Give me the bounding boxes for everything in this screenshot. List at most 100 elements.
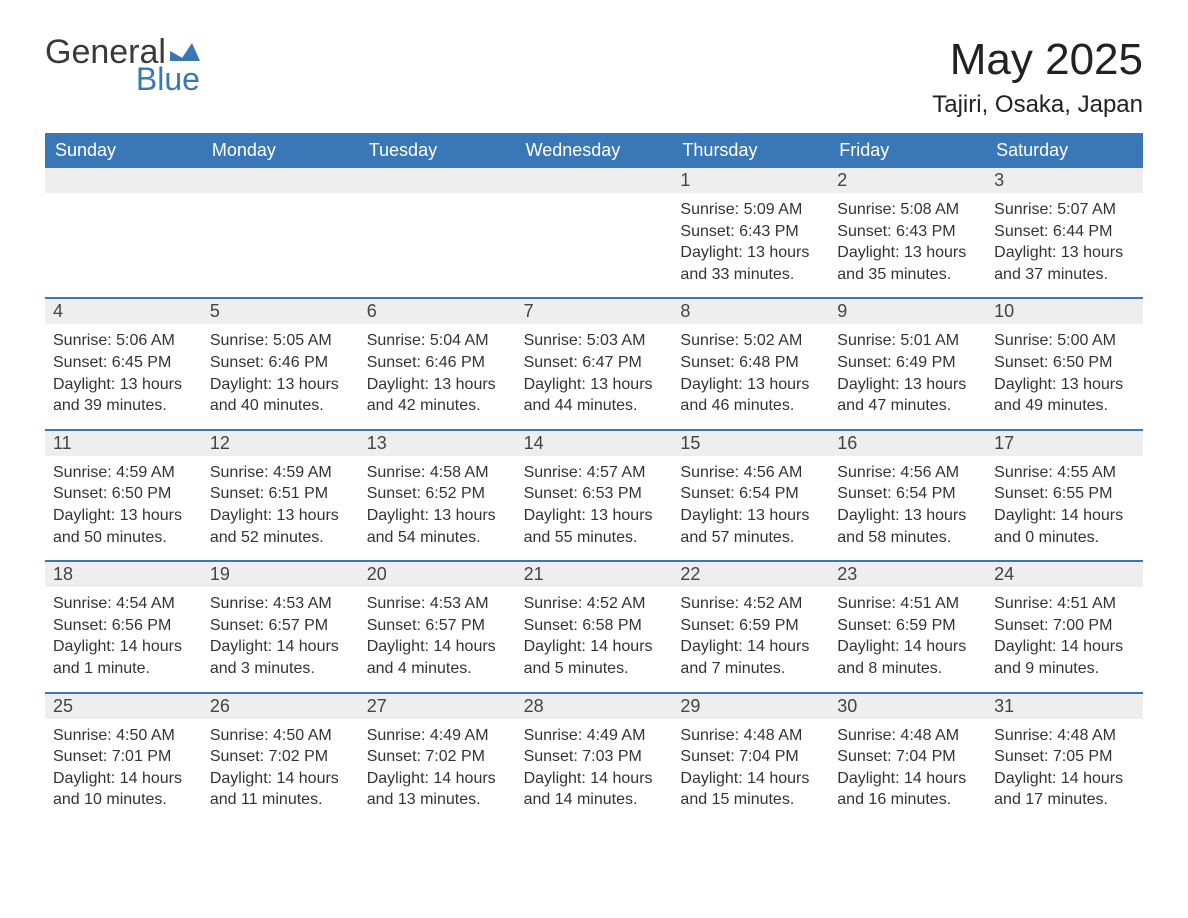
calendar-cell: 2Sunrise: 5:08 AMSunset: 6:43 PMDaylight…	[829, 168, 986, 287]
day-sunset: Sunset: 6:43 PM	[837, 221, 978, 243]
day-sunset: Sunset: 6:48 PM	[680, 352, 821, 374]
day-number: 11	[45, 431, 202, 456]
day-body: Sunrise: 5:07 AMSunset: 6:44 PMDaylight:…	[986, 193, 1143, 287]
day-body: Sunrise: 4:56 AMSunset: 6:54 PMDaylight:…	[672, 456, 829, 550]
day-sunrise: Sunrise: 4:55 AM	[994, 462, 1135, 484]
day-number: 23	[829, 562, 986, 587]
calendar-cell: 5Sunrise: 5:05 AMSunset: 6:46 PMDaylight…	[202, 299, 359, 418]
day-sunrise: Sunrise: 4:51 AM	[837, 593, 978, 615]
day-body: Sunrise: 4:52 AMSunset: 6:58 PMDaylight:…	[516, 587, 673, 681]
day-daylight1: Daylight: 13 hours	[837, 374, 978, 396]
day-number: 4	[45, 299, 202, 324]
day-sunrise: Sunrise: 5:05 AM	[210, 330, 351, 352]
day-sunset: Sunset: 6:54 PM	[837, 483, 978, 505]
calendar-cell	[359, 168, 516, 287]
day-sunrise: Sunrise: 4:57 AM	[524, 462, 665, 484]
day-body: Sunrise: 4:53 AMSunset: 6:57 PMDaylight:…	[359, 587, 516, 681]
day-daylight2: and 35 minutes.	[837, 264, 978, 286]
day-sunrise: Sunrise: 4:52 AM	[680, 593, 821, 615]
calendar-cell: 28Sunrise: 4:49 AMSunset: 7:03 PMDayligh…	[516, 694, 673, 813]
day-sunrise: Sunrise: 5:09 AM	[680, 199, 821, 221]
day-number	[45, 168, 202, 193]
day-daylight2: and 46 minutes.	[680, 395, 821, 417]
day-sunset: Sunset: 6:54 PM	[680, 483, 821, 505]
day-daylight2: and 10 minutes.	[53, 789, 194, 811]
page-header: General Blue May 2025 Tajiri, Osaka, Jap…	[45, 35, 1143, 119]
day-number: 14	[516, 431, 673, 456]
day-daylight1: Daylight: 13 hours	[367, 374, 508, 396]
calendar-week: 25Sunrise: 4:50 AMSunset: 7:01 PMDayligh…	[45, 692, 1143, 823]
calendar-cell: 13Sunrise: 4:58 AMSunset: 6:52 PMDayligh…	[359, 431, 516, 550]
day-daylight1: Daylight: 14 hours	[994, 768, 1135, 790]
day-sunrise: Sunrise: 4:59 AM	[53, 462, 194, 484]
calendar-cell: 3Sunrise: 5:07 AMSunset: 6:44 PMDaylight…	[986, 168, 1143, 287]
day-body: Sunrise: 4:56 AMSunset: 6:54 PMDaylight:…	[829, 456, 986, 550]
day-sunrise: Sunrise: 5:00 AM	[994, 330, 1135, 352]
day-daylight2: and 1 minute.	[53, 658, 194, 680]
calendar-cell: 21Sunrise: 4:52 AMSunset: 6:58 PMDayligh…	[516, 562, 673, 681]
day-daylight1: Daylight: 14 hours	[53, 768, 194, 790]
calendar-cell: 9Sunrise: 5:01 AMSunset: 6:49 PMDaylight…	[829, 299, 986, 418]
day-number: 8	[672, 299, 829, 324]
day-daylight1: Daylight: 14 hours	[837, 636, 978, 658]
day-number: 3	[986, 168, 1143, 193]
day-body: Sunrise: 4:51 AMSunset: 7:00 PMDaylight:…	[986, 587, 1143, 681]
day-number: 22	[672, 562, 829, 587]
day-number: 13	[359, 431, 516, 456]
day-sunset: Sunset: 7:04 PM	[680, 746, 821, 768]
day-daylight2: and 14 minutes.	[524, 789, 665, 811]
day-number: 5	[202, 299, 359, 324]
calendar-cell: 24Sunrise: 4:51 AMSunset: 7:00 PMDayligh…	[986, 562, 1143, 681]
weeks-container: 1Sunrise: 5:09 AMSunset: 6:43 PMDaylight…	[45, 168, 1143, 823]
day-number: 19	[202, 562, 359, 587]
day-daylight1: Daylight: 14 hours	[210, 636, 351, 658]
logo-text-blue: Blue	[136, 63, 200, 95]
calendar-cell: 31Sunrise: 4:48 AMSunset: 7:05 PMDayligh…	[986, 694, 1143, 813]
day-number: 6	[359, 299, 516, 324]
day-body: Sunrise: 4:57 AMSunset: 6:53 PMDaylight:…	[516, 456, 673, 550]
day-daylight1: Daylight: 13 hours	[837, 505, 978, 527]
day-sunset: Sunset: 6:56 PM	[53, 615, 194, 637]
day-number: 1	[672, 168, 829, 193]
day-sunrise: Sunrise: 4:48 AM	[680, 725, 821, 747]
day-body: Sunrise: 4:48 AMSunset: 7:04 PMDaylight:…	[672, 719, 829, 813]
day-sunrise: Sunrise: 5:04 AM	[367, 330, 508, 352]
day-daylight1: Daylight: 13 hours	[994, 374, 1135, 396]
day-sunrise: Sunrise: 4:49 AM	[367, 725, 508, 747]
day-number: 17	[986, 431, 1143, 456]
calendar-week: 18Sunrise: 4:54 AMSunset: 6:56 PMDayligh…	[45, 560, 1143, 691]
day-number: 12	[202, 431, 359, 456]
day-sunrise: Sunrise: 5:01 AM	[837, 330, 978, 352]
day-body: Sunrise: 5:06 AMSunset: 6:45 PMDaylight:…	[45, 324, 202, 418]
day-body: Sunrise: 4:48 AMSunset: 7:04 PMDaylight:…	[829, 719, 986, 813]
day-number: 21	[516, 562, 673, 587]
day-sunrise: Sunrise: 4:53 AM	[210, 593, 351, 615]
day-sunrise: Sunrise: 4:53 AM	[367, 593, 508, 615]
day-sunrise: Sunrise: 4:52 AM	[524, 593, 665, 615]
day-sunset: Sunset: 6:58 PM	[524, 615, 665, 637]
day-header-cell: Saturday	[986, 133, 1143, 168]
day-daylight1: Daylight: 13 hours	[837, 242, 978, 264]
day-sunset: Sunset: 7:02 PM	[367, 746, 508, 768]
day-body: Sunrise: 5:00 AMSunset: 6:50 PMDaylight:…	[986, 324, 1143, 418]
calendar-cell: 14Sunrise: 4:57 AMSunset: 6:53 PMDayligh…	[516, 431, 673, 550]
day-sunrise: Sunrise: 5:03 AM	[524, 330, 665, 352]
calendar-cell: 16Sunrise: 4:56 AMSunset: 6:54 PMDayligh…	[829, 431, 986, 550]
day-sunrise: Sunrise: 4:48 AM	[837, 725, 978, 747]
day-body: Sunrise: 4:54 AMSunset: 6:56 PMDaylight:…	[45, 587, 202, 681]
day-number	[202, 168, 359, 193]
day-sunset: Sunset: 6:43 PM	[680, 221, 821, 243]
calendar-cell: 4Sunrise: 5:06 AMSunset: 6:45 PMDaylight…	[45, 299, 202, 418]
day-number: 31	[986, 694, 1143, 719]
day-body: Sunrise: 4:51 AMSunset: 6:59 PMDaylight:…	[829, 587, 986, 681]
day-sunset: Sunset: 6:47 PM	[524, 352, 665, 374]
day-daylight1: Daylight: 14 hours	[524, 768, 665, 790]
day-daylight1: Daylight: 13 hours	[680, 242, 821, 264]
calendar-cell: 8Sunrise: 5:02 AMSunset: 6:48 PMDaylight…	[672, 299, 829, 418]
day-sunset: Sunset: 6:46 PM	[210, 352, 351, 374]
day-sunset: Sunset: 6:55 PM	[994, 483, 1135, 505]
day-daylight2: and 44 minutes.	[524, 395, 665, 417]
day-daylight1: Daylight: 13 hours	[524, 505, 665, 527]
day-header-cell: Wednesday	[516, 133, 673, 168]
day-number	[359, 168, 516, 193]
